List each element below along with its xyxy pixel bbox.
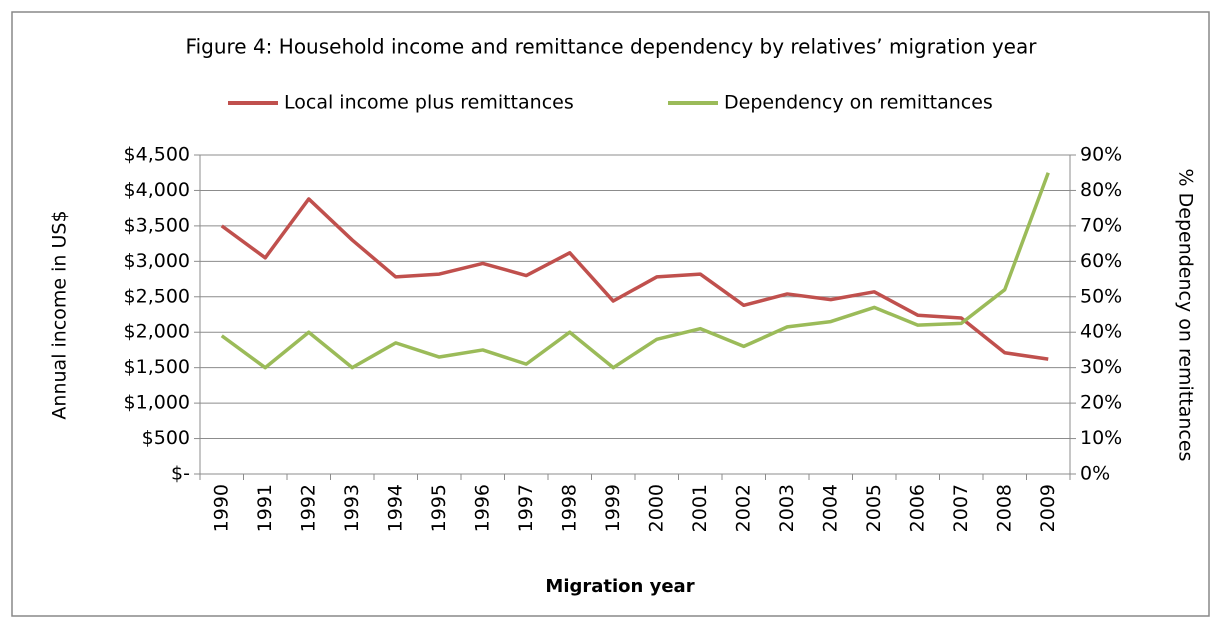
y2-tick-label: 30% [1080, 356, 1122, 378]
chart-title: Figure 4: Household income and remittanc… [186, 35, 1038, 59]
y2-tick-label: 0% [1080, 463, 1110, 485]
x-tick-label: 2000 [645, 484, 667, 532]
y2-tick-label: 40% [1080, 321, 1122, 343]
x-tick-label: 2004 [819, 484, 841, 532]
x-axis-title: Migration year [545, 576, 694, 597]
x-tick-label: 1994 [384, 484, 406, 532]
x-tick-label: 2005 [863, 484, 885, 532]
x-tick-label: 1996 [471, 484, 493, 532]
x-tick-label: 1991 [254, 484, 276, 532]
y2-tick-label: 60% [1080, 250, 1122, 272]
x-tick-label: 1995 [428, 484, 450, 532]
x-tick-label: 1993 [341, 484, 363, 532]
chart-frame [11, 11, 1210, 617]
legend-label: Local income plus remittances [284, 92, 574, 114]
x-tick-label: 2002 [732, 484, 754, 532]
x-tick-label: 1999 [602, 484, 624, 532]
y-tick-label: $2,000 [124, 321, 190, 343]
y-tick-label: $4,000 [124, 179, 190, 201]
y2-tick-label: 10% [1080, 427, 1122, 449]
x-tick-label: 2008 [993, 484, 1015, 532]
x-tick-label: 2009 [1037, 484, 1059, 532]
y-tick-label: $1,000 [124, 392, 190, 414]
y-tick-label: $3,500 [124, 214, 190, 236]
x-tick-label: 2007 [950, 484, 972, 532]
y2-tick-label: 20% [1080, 392, 1122, 414]
x-tick-label: 1990 [210, 484, 232, 532]
x-tick-label: 1997 [515, 484, 537, 532]
y-tick-label: $- [171, 463, 190, 485]
x-tick-label: 1992 [297, 484, 319, 532]
y-tick-label: $4,500 [124, 144, 190, 166]
legend-label: Dependency on remittances [724, 92, 993, 114]
y2-axis-title: % Dependency on remittances [1175, 169, 1197, 462]
y-tick-label: $1,500 [124, 356, 190, 378]
x-tick-label: 2003 [776, 484, 798, 532]
y-tick-label: $500 [142, 427, 190, 449]
series-line [220, 197, 1049, 361]
y2-tick-label: 70% [1080, 214, 1122, 236]
y-tick-label: $3,000 [124, 250, 190, 272]
x-tick-label: 1998 [558, 484, 580, 532]
y2-tick-label: 80% [1080, 179, 1122, 201]
y2-tick-label: 50% [1080, 285, 1122, 307]
x-tick-label: 2006 [906, 484, 928, 532]
x-tick-label: 2001 [689, 484, 711, 532]
y-axis-title: Annual income in US$ [49, 210, 71, 419]
series-line [220, 172, 1050, 370]
y2-tick-label: 90% [1080, 144, 1122, 166]
y-tick-label: $2,500 [124, 285, 190, 307]
